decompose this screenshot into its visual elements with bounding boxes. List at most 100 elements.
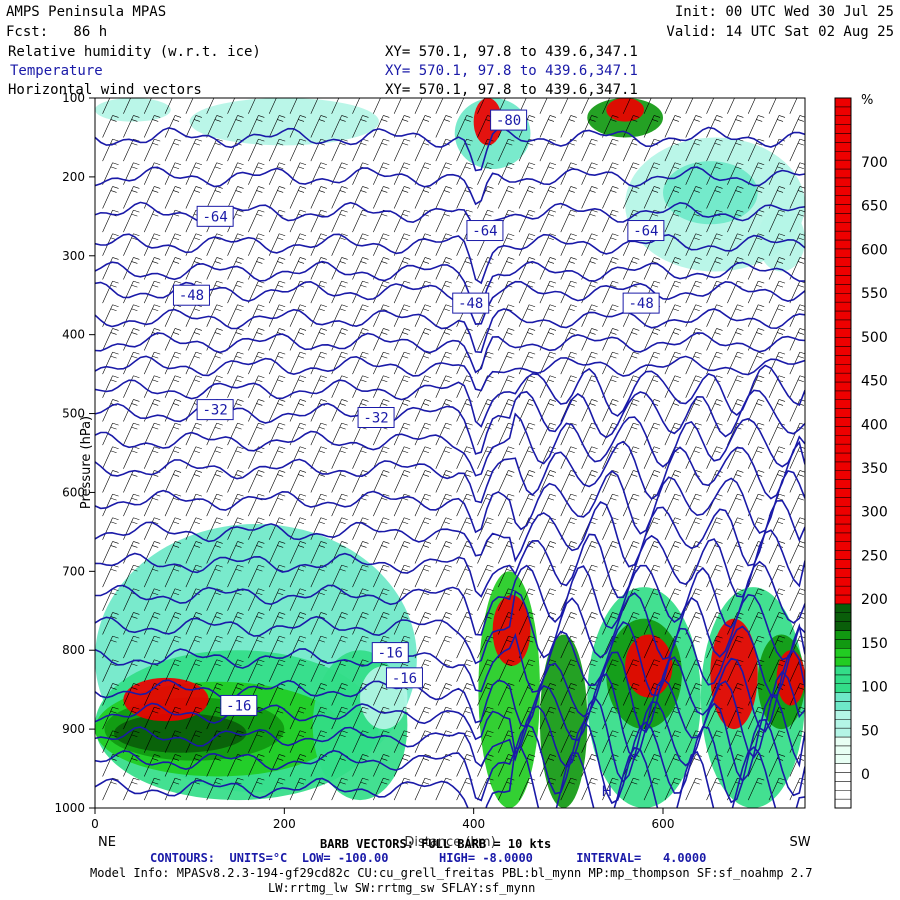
wind-barb	[393, 209, 411, 233]
wind-barb	[289, 280, 307, 304]
wind-barb	[185, 98, 200, 114]
temperature-contour	[95, 233, 805, 285]
colorbar-cell	[834, 674, 852, 684]
temperature-contour	[95, 694, 805, 784]
wind-barb	[289, 470, 307, 493]
wind-barb	[498, 138, 515, 162]
x-end-label-ne: NE	[98, 835, 116, 850]
wind-barb	[664, 422, 681, 446]
wind-barb	[747, 588, 765, 611]
wind-barb	[310, 422, 327, 446]
contour-label: -48	[628, 296, 653, 312]
wind-barb	[185, 659, 202, 682]
wind-barb	[706, 304, 723, 327]
wind-barb	[498, 186, 515, 209]
wind-barb	[185, 422, 202, 446]
wind-barb	[268, 328, 286, 351]
wind-barb	[206, 588, 223, 611]
colorbar-cell	[834, 417, 852, 427]
colorbar-cell	[834, 133, 852, 143]
wind-barb	[414, 493, 432, 517]
wind-barb	[352, 588, 369, 611]
colorbar-cell	[834, 630, 852, 640]
wind-barb	[143, 635, 161, 659]
wind-barb	[373, 446, 390, 469]
wind-barb	[664, 777, 681, 801]
wind-barb	[331, 564, 348, 588]
wind-barb	[185, 754, 202, 777]
wind-barb	[268, 186, 286, 209]
colorbar-cell	[834, 310, 852, 321]
wind-barb	[164, 138, 182, 162]
wind-barb	[435, 635, 452, 659]
wind-barb	[706, 328, 723, 351]
plot-frame	[94, 97, 806, 809]
wind-barb	[456, 777, 473, 801]
wind-barb	[435, 659, 452, 682]
wind-barb	[414, 470, 432, 493]
wind-barb	[498, 257, 515, 280]
colorbar-label: 500	[861, 330, 888, 346]
wind-barb	[289, 446, 307, 469]
wind-barb	[248, 162, 265, 185]
wind-barb	[164, 754, 182, 777]
wind-barb	[206, 470, 223, 493]
wind-barb	[268, 659, 286, 682]
colorbar-cell	[834, 479, 852, 489]
wind-barb	[602, 777, 619, 801]
wind-barb	[685, 777, 702, 801]
wind-barb	[435, 257, 452, 280]
wind-barb	[143, 280, 161, 304]
wind-barb	[622, 683, 640, 706]
wind-barb	[768, 233, 786, 256]
wind-barb	[393, 446, 411, 469]
wind-barb	[164, 422, 182, 446]
wind-barb	[664, 304, 681, 327]
wind-barb	[289, 186, 307, 209]
wind-barb	[414, 541, 432, 564]
colorbar-label: 250	[861, 548, 888, 564]
wind-barb	[414, 754, 432, 777]
colorbar-label: 100	[861, 680, 888, 696]
wind-barb	[539, 375, 557, 398]
wind-barb	[643, 777, 661, 801]
wind-barb	[768, 280, 786, 304]
wind-barb	[206, 162, 223, 185]
wind-barb	[227, 470, 244, 493]
wind-barb	[539, 138, 557, 162]
wind-barb	[727, 517, 744, 540]
wind-barb	[414, 328, 432, 351]
wind-barb	[102, 375, 119, 398]
wind-barb	[331, 635, 348, 659]
y-tick-label: 400	[62, 328, 85, 342]
temperature-contour	[95, 560, 805, 636]
wind-barb	[310, 304, 327, 327]
contour-label-box	[371, 642, 409, 664]
colorbar-unit: %	[861, 93, 873, 108]
wind-barb	[581, 304, 598, 327]
wind-barb	[560, 280, 577, 304]
init-time: Init: 00 UTC Wed 30 Jul 25	[674, 4, 894, 20]
wind-barb	[143, 233, 161, 256]
wind-barb	[435, 233, 452, 256]
wind-barb	[747, 683, 765, 706]
wind-barb	[310, 209, 327, 233]
x-end-label-sw: SW	[789, 835, 810, 850]
colorbar-cell	[834, 523, 852, 534]
wind-barb	[143, 612, 161, 635]
wind-barb	[331, 186, 348, 209]
wind-barb	[789, 399, 805, 422]
wind-barb	[143, 98, 159, 114]
wind-barb	[727, 209, 744, 233]
colorbar-cell	[834, 186, 852, 196]
wind-barb	[456, 588, 473, 611]
contour-label-box	[196, 399, 234, 421]
wind-barb	[164, 777, 182, 801]
wind-barb	[143, 138, 161, 162]
wind-barb	[373, 304, 390, 327]
wind-barb	[268, 541, 286, 564]
wind-barb	[435, 328, 452, 351]
wind-barb	[560, 493, 577, 517]
wind-barb	[768, 351, 786, 375]
wind-barb	[581, 564, 598, 588]
